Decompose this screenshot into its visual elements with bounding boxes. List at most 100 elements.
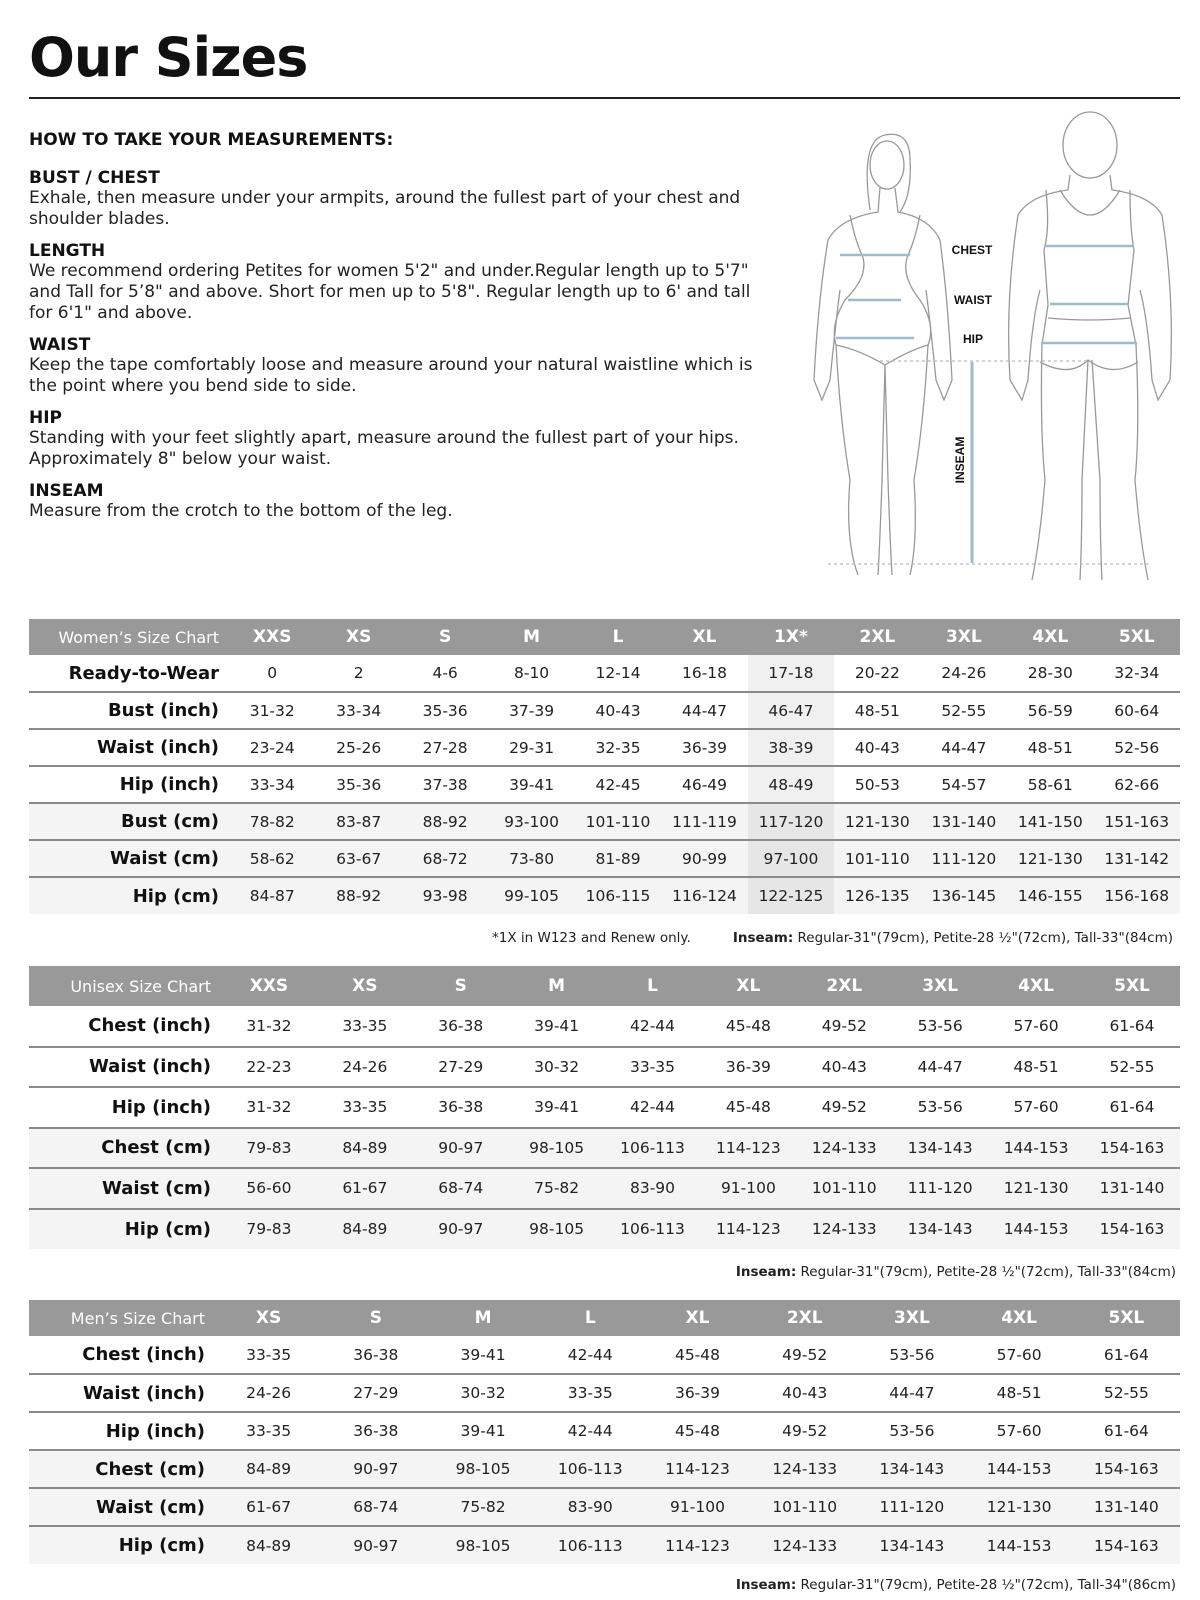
size-header: XS (316, 966, 413, 1006)
table-cell: 84-89 (215, 1450, 323, 1489)
table-cell: 124-133 (796, 1127, 893, 1169)
table-cell: 78-82 (229, 803, 316, 841)
table-cell: 141-150 (1007, 803, 1094, 841)
womens-size-chart: Women’s Size Chart XXS XS S M L XL 1X* 2XL 3XL 4XL… (29, 619, 1180, 914)
size-header: XS (215, 1300, 323, 1336)
table-cell: 33-35 (215, 1336, 323, 1375)
size-header: 3XL (920, 619, 1008, 655)
table-cell: 27-29 (322, 1374, 430, 1413)
size-header: XL (661, 619, 748, 655)
table-cell: 44-47 (858, 1374, 966, 1413)
table-cell: 117-120 (747, 803, 835, 841)
size-header: L (574, 619, 662, 655)
table-cell: 121-130 (965, 1488, 1073, 1527)
row-label: Chest (cm) (29, 1127, 221, 1169)
table-cell: 2 (315, 655, 402, 693)
table-cell: 88-92 (315, 877, 402, 914)
table-cell: 99-105 (488, 877, 575, 914)
table-cell: 84-89 (316, 1208, 413, 1249)
row-label: Ready-to-Wear (29, 655, 229, 693)
table-cell: 22-23 (221, 1046, 317, 1088)
table-cell: 111-119 (661, 803, 748, 841)
table-cell: 56-59 (1007, 692, 1094, 730)
inseam-label: INSEAM (953, 437, 967, 484)
size-header: L (536, 1300, 644, 1336)
table-cell: 35-36 (401, 692, 489, 730)
table-cell: 154-163 (1072, 1450, 1180, 1489)
table-cell: 39-41 (508, 1006, 605, 1048)
table-row: Chest (cm) 84-89 90-97 98-105 106-113 114-123… (29, 1450, 1180, 1489)
table-cell: 37-38 (401, 766, 489, 804)
mens-inseam-note: Inseam: Regular-31"(79cm), Petite-28 ½"(… (735, 1577, 1176, 1593)
table-cell: 48-49 (747, 766, 835, 804)
size-header: 4XL (965, 1300, 1073, 1336)
size-header: S (401, 619, 489, 655)
table-cell: 29-31 (488, 729, 575, 767)
table-cell: 136-145 (920, 877, 1008, 914)
table-cell: 56-60 (221, 1168, 317, 1210)
table-cell: 116-124 (661, 877, 748, 914)
table-cell: 75-82 (429, 1488, 537, 1527)
table-row: Bust (cm) 78-82 83-87 88-92 93-100 101-110 111… (29, 803, 1180, 841)
table-cell: 37-39 (488, 692, 575, 730)
table-cell: 97-100 (747, 840, 835, 878)
table-cell: 44-47 (661, 692, 748, 730)
table-cell: 58-61 (1007, 766, 1094, 804)
size-header: XS (315, 619, 402, 655)
table-row: Hip (cm) 84-87 88-92 93-98 99-105 106-115 116-… (29, 877, 1180, 914)
hip-label: HIP (963, 332, 983, 346)
womens-footnote: *1X in W123 and Renew only. (492, 930, 691, 946)
table-row: Hip (inch) 31-32 33-35 36-38 39-41 42-44 45-48… (29, 1087, 1180, 1129)
table-cell: 42-44 (604, 1006, 701, 1048)
table-cell: 90-97 (412, 1208, 509, 1249)
table-row: Hip (inch) 33-34 35-36 37-38 39-41 42-45 46-49… (29, 766, 1180, 804)
table-row: Waist (cm) 58-62 63-67 68-72 73-80 81-89 90-99… (29, 840, 1180, 878)
table-cell: 90-99 (661, 840, 748, 878)
table-cell: 0 (229, 655, 316, 693)
table-cell: 52-55 (1084, 1046, 1180, 1088)
table-header-row: Women’s Size Chart XXS XS S M L XL 1X* 2XL 3XL 4XL… (29, 619, 1180, 655)
table-cell: 24-26 (920, 655, 1008, 693)
table-cell: 126-135 (834, 877, 921, 914)
table-cell: 68-74 (322, 1488, 430, 1527)
table-cell: 68-72 (401, 840, 489, 878)
table-cell: 122-125 (747, 877, 835, 914)
table-cell: 32-35 (574, 729, 662, 767)
man-figure-icon (1007, 111, 1173, 581)
table-cell: 32-34 (1093, 655, 1180, 693)
size-header: 5XL (1084, 966, 1180, 1006)
table-cell: 134-143 (892, 1208, 989, 1249)
table-row: Waist (cm) 56-60 61-67 68-74 75-82 83-90 91-10… (29, 1168, 1180, 1210)
table-cell: 36-38 (322, 1412, 430, 1451)
woman-figure-icon (813, 133, 953, 576)
table-cell: 144-153 (965, 1450, 1073, 1489)
table-cell: 53-56 (858, 1336, 966, 1375)
table-cell: 38-39 (747, 729, 835, 767)
table-cell: 124-133 (796, 1208, 893, 1249)
table-cell: 134-143 (858, 1450, 966, 1489)
table-cell: 101-110 (574, 803, 662, 841)
table-cell: 40-43 (574, 692, 662, 730)
table-cell: 39-41 (429, 1336, 537, 1375)
table-cell: 17-18 (747, 655, 835, 693)
size-header: M (508, 966, 605, 1006)
table-cell: 44-47 (920, 729, 1008, 767)
table-cell: 134-143 (892, 1127, 989, 1169)
table-cell: 27-29 (412, 1046, 509, 1088)
row-label: Waist (cm) (29, 1488, 215, 1527)
table-cell: 42-44 (536, 1336, 644, 1375)
table-cell: 98-105 (508, 1127, 605, 1169)
table-cell: 33-35 (316, 1087, 413, 1129)
table-cell: 106-113 (604, 1127, 701, 1169)
table-cell: 33-35 (215, 1412, 323, 1451)
table-cell: 53-56 (892, 1006, 989, 1048)
table-cell: 144-153 (988, 1127, 1085, 1169)
table-cell: 98-105 (429, 1450, 537, 1489)
instruction-text: We recommend ordering Petites for women … (29, 261, 751, 323)
table-row: Waist (inch) 23-24 25-26 27-28 29-31 32-35 36-… (29, 729, 1180, 767)
chart-title: Women’s Size Chart (29, 619, 229, 655)
table-cell: 48-51 (1007, 729, 1094, 767)
row-label: Waist (inch) (29, 1374, 215, 1413)
table-cell: 88-92 (401, 803, 489, 841)
row-label: Chest (inch) (29, 1006, 221, 1048)
